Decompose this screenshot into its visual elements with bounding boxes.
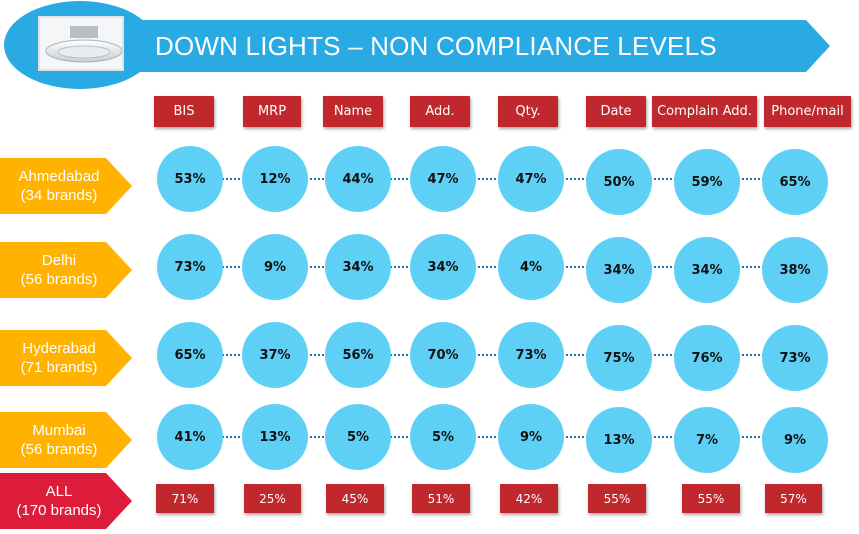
value-bubble: 75% [586,325,652,391]
row-label-hyderabad: Hyderabad (71 brands) [0,330,132,386]
city-name: Ahmedabad [18,168,100,185]
column-header-mrp: MRP [243,96,301,127]
total-brand-count: (170 brands) [16,502,102,519]
total-value: 57% [765,484,822,513]
total-value: 42% [500,484,558,513]
row-connector-delhi [170,266,800,268]
row-connector-hyderabad [170,354,800,356]
row-label-all: ALL (170 brands) [0,473,132,529]
brand-count: (56 brands) [20,271,98,288]
value-bubble: 13% [242,404,308,470]
row-label-delhi: Delhi (56 brands) [0,242,132,298]
total-value: 55% [588,484,646,513]
value-bubble: 4% [498,234,564,300]
total-value: 25% [244,484,301,513]
value-bubble: 73% [157,234,223,300]
value-bubble: 9% [762,407,828,473]
total-label: ALL [45,483,73,500]
value-bubble: 44% [325,146,391,212]
value-bubble: 7% [674,407,740,473]
column-header-qty: Qty. [498,96,558,127]
value-bubble: 47% [410,146,476,212]
value-bubble: 34% [325,234,391,300]
value-bubble: 12% [242,146,308,212]
column-header-add: Add. [410,96,470,127]
value-bubble: 50% [586,149,652,215]
column-header-phone-mail: Phone/mail [764,96,851,127]
downlight-image [38,16,124,71]
value-bubble: 73% [762,325,828,391]
brand-count: (56 brands) [20,441,98,458]
row-connector-ahmedabad [170,178,800,180]
value-bubble: 76% [674,325,740,391]
column-header-complain-add: Complain Add. [652,96,757,127]
brand-count: (71 brands) [20,359,98,376]
value-bubble: 9% [242,234,308,300]
city-name: Mumbai [32,422,86,439]
value-bubble: 56% [325,322,391,388]
value-bubble: 53% [157,146,223,212]
total-value: 51% [412,484,470,513]
value-bubble: 47% [498,146,564,212]
value-bubble: 13% [586,407,652,473]
total-value: 45% [326,484,384,513]
value-bubble: 41% [157,404,223,470]
value-bubble: 34% [586,237,652,303]
total-value: 71% [156,484,214,513]
value-bubble: 9% [498,404,564,470]
row-connector-mumbai [170,436,800,438]
row-label-ahmedabad: Ahmedabad (34 brands) [0,158,132,214]
row-label-mumbai: Mumbai (56 brands) [0,412,132,468]
column-header-bis: BIS [154,96,214,127]
value-bubble: 5% [410,404,476,470]
city-name: Hyderabad [22,340,96,357]
column-header-date: Date [586,96,646,127]
value-bubble: 5% [325,404,391,470]
title-banner: DOWN LIGHTS – NON COMPLIANCE LEVELS [0,0,859,100]
value-bubble: 34% [674,237,740,303]
column-header-name: Name [323,96,383,127]
value-bubble: 38% [762,237,828,303]
value-bubble: 65% [157,322,223,388]
brand-count: (34 brands) [20,187,98,204]
value-bubble: 73% [498,322,564,388]
page-title: DOWN LIGHTS – NON COMPLIANCE LEVELS [155,31,717,61]
value-bubble: 37% [242,322,308,388]
value-bubble: 65% [762,149,828,215]
value-bubble: 70% [410,322,476,388]
value-bubble: 34% [410,234,476,300]
value-bubble: 59% [674,149,740,215]
total-value: 55% [682,484,740,513]
city-name: Delhi [41,252,77,269]
